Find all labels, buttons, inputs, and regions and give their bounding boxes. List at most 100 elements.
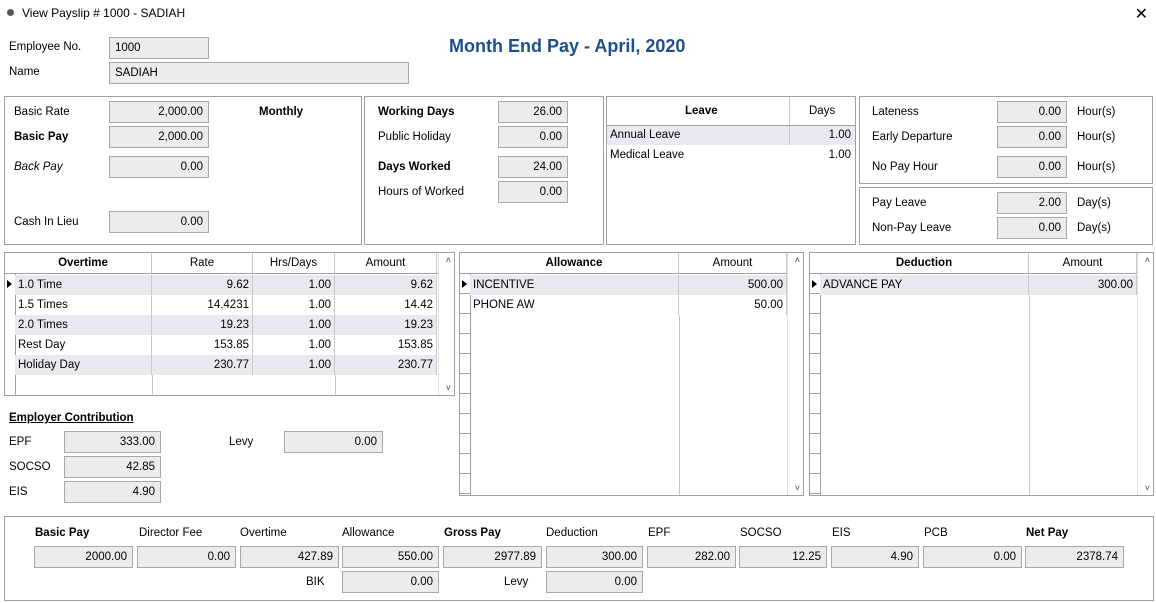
lateness-unit: Hour(s): [1077, 106, 1116, 118]
summary-deduction-field[interactable]: 300.00: [546, 546, 643, 568]
row-pointer-icon: [7, 280, 12, 288]
overtime-rate: 14.4231: [152, 295, 253, 315]
hours-worked-field[interactable]: 0.00: [498, 181, 568, 203]
table-row[interactable]: 1.0 Time 9.62 1.00 9.62: [7, 275, 437, 295]
overtime-col-rate[interactable]: Rate: [152, 253, 253, 273]
employer-epf-label: EPF: [9, 436, 32, 448]
deduction-name: ADVANCE PAY: [820, 275, 1029, 295]
employee-no-field[interactable]: 1000: [109, 37, 209, 59]
days-worked-field[interactable]: 24.00: [498, 156, 568, 178]
leave-name: Medical Leave: [610, 149, 685, 161]
title-bar: View Payslip # 1000 - SADIAH ✕: [0, 0, 1156, 26]
summary-bik-field[interactable]: 0.00: [342, 571, 439, 593]
close-icon[interactable]: ✕: [1134, 6, 1148, 23]
page-title: Month End Pay - April, 2020: [449, 36, 686, 56]
summary-pcb-field[interactable]: 0.00: [923, 546, 1022, 568]
deduction-scrollbar[interactable]: ˄ ˅: [1137, 253, 1153, 495]
overtime-hrs: 1.00: [253, 355, 335, 375]
deduction-col-amount[interactable]: Amount: [1029, 253, 1137, 273]
overtime-grid[interactable]: Overtime Rate Hrs/Days Amount 1.0 Time 9…: [4, 252, 455, 396]
summary-basic-pay-field[interactable]: 2000.00: [34, 546, 133, 568]
chevron-down-icon[interactable]: ˅: [445, 383, 451, 393]
allowance-row-selector[interactable]: [460, 274, 471, 495]
back-pay-field[interactable]: 0.00: [109, 156, 209, 178]
overtime-type: Rest Day: [15, 335, 152, 355]
summary-levy-field[interactable]: 0.00: [546, 571, 643, 593]
table-row[interactable]: INCENTIVE 500.00: [462, 275, 787, 295]
working-days-field[interactable]: 26.00: [498, 101, 568, 123]
row-pointer-icon: [462, 280, 467, 288]
summary-overtime-label: Overtime: [240, 527, 287, 539]
overtime-col-type[interactable]: Overtime: [15, 253, 152, 273]
employer-eis-field[interactable]: 4.90: [64, 481, 161, 503]
allowance-amount: 500.00: [679, 275, 787, 295]
summary-allowance-field[interactable]: 550.00: [342, 546, 439, 568]
summary-director-fee-field[interactable]: 0.00: [137, 546, 236, 568]
allowance-grid[interactable]: Allowance Amount INCENTIVE 500.00 PHONE …: [459, 252, 804, 496]
overtime-rate: 230.77: [152, 355, 253, 375]
non-pay-leave-field[interactable]: 0.00: [997, 217, 1067, 239]
leave-row[interactable]: Medical Leave 1.00: [607, 146, 855, 165]
days-col-header: Days: [809, 105, 836, 117]
basic-pay-field[interactable]: 2,000.00: [109, 126, 209, 148]
basic-rate-field[interactable]: 2,000.00: [109, 101, 209, 123]
employer-socso-field[interactable]: 42.85: [64, 456, 161, 478]
table-row[interactable]: PHONE AW 50.00: [470, 295, 787, 315]
summary-director-fee-label: Director Fee: [139, 527, 203, 539]
overtime-amount: 14.42: [335, 295, 437, 315]
table-row[interactable]: 1.5 Times 14.4231 1.00 14.42: [15, 295, 437, 315]
basic-rate-label: Basic Rate: [14, 106, 70, 118]
cash-in-lieu-field[interactable]: 0.00: [109, 211, 209, 233]
allowance-amount: 50.00: [679, 295, 787, 315]
chevron-up-icon[interactable]: ˄: [1144, 255, 1150, 265]
deduction-grid[interactable]: Deduction Amount ADVANCE PAY 300.00 ˄ ˅: [809, 252, 1154, 496]
allowance-col-name[interactable]: Allowance: [470, 253, 679, 273]
table-row[interactable]: Holiday Day 230.77 1.00 230.77: [15, 355, 437, 375]
table-row[interactable]: 2.0 Times 19.23 1.00 19.23: [15, 315, 437, 335]
summary-overtime-field[interactable]: 427.89: [240, 546, 339, 568]
app-icon: [7, 9, 14, 16]
overtime-col-hrs[interactable]: Hrs/Days: [253, 253, 335, 273]
summary-net-pay-label: Net Pay: [1026, 527, 1069, 539]
overtime-rate: 9.62: [152, 275, 253, 295]
non-pay-leave-unit: Day(s): [1077, 222, 1111, 234]
deduction-row-selector[interactable]: [810, 274, 821, 495]
summary-net-pay-field[interactable]: 2378.74: [1025, 546, 1124, 568]
deduction-col-name[interactable]: Deduction: [820, 253, 1029, 273]
overtime-amount: 19.23: [335, 315, 437, 335]
overtime-amount: 9.62: [335, 275, 437, 295]
summary-gross-pay-field[interactable]: 2977.89: [443, 546, 542, 568]
early-departure-field[interactable]: 0.00: [997, 126, 1067, 148]
table-row[interactable]: ADVANCE PAY 300.00: [812, 275, 1137, 295]
summary-levy-label: Levy: [504, 576, 529, 588]
employer-epf-field[interactable]: 333.00: [64, 431, 161, 453]
table-row[interactable]: Rest Day 153.85 1.00 153.85: [15, 335, 437, 355]
leave-cell-divider: [789, 126, 790, 145]
summary-socso-field[interactable]: 12.25: [739, 546, 827, 568]
public-holiday-field[interactable]: 0.00: [498, 126, 568, 148]
no-pay-hour-field[interactable]: 0.00: [997, 156, 1067, 178]
overtime-hrs: 1.00: [253, 275, 335, 295]
employee-no-label: Employee No.: [9, 41, 82, 53]
days-worked-label: Days Worked: [378, 161, 451, 173]
pay-leave-field[interactable]: 2.00: [997, 192, 1067, 214]
summary-deduction-label: Deduction: [546, 527, 598, 539]
overtime-col-amount[interactable]: Amount: [335, 253, 437, 273]
deduction-amount: 300.00: [1029, 275, 1137, 295]
summary-eis-field[interactable]: 4.90: [831, 546, 919, 568]
summary-epf-field[interactable]: 282.00: [647, 546, 736, 568]
chevron-down-icon[interactable]: ˅: [794, 483, 800, 493]
allowance-col-amount[interactable]: Amount: [679, 253, 787, 273]
chevron-up-icon[interactable]: ˄: [445, 255, 451, 265]
leave-col-divider: [789, 97, 790, 125]
employer-levy-field[interactable]: 0.00: [284, 431, 383, 453]
chevron-down-icon[interactable]: ˅: [1144, 483, 1150, 493]
chevron-up-icon[interactable]: ˄: [794, 255, 800, 265]
leave-days: 1.00: [828, 149, 851, 161]
summary-gross-pay-label: Gross Pay: [444, 527, 501, 539]
overtime-scrollbar[interactable]: ˄ ˅: [438, 253, 454, 395]
lateness-field[interactable]: 0.00: [997, 101, 1067, 123]
leave-row[interactable]: Annual Leave 1.00: [607, 126, 855, 145]
allowance-scrollbar[interactable]: ˄ ˅: [787, 253, 803, 495]
name-field[interactable]: SADIAH: [109, 62, 409, 84]
